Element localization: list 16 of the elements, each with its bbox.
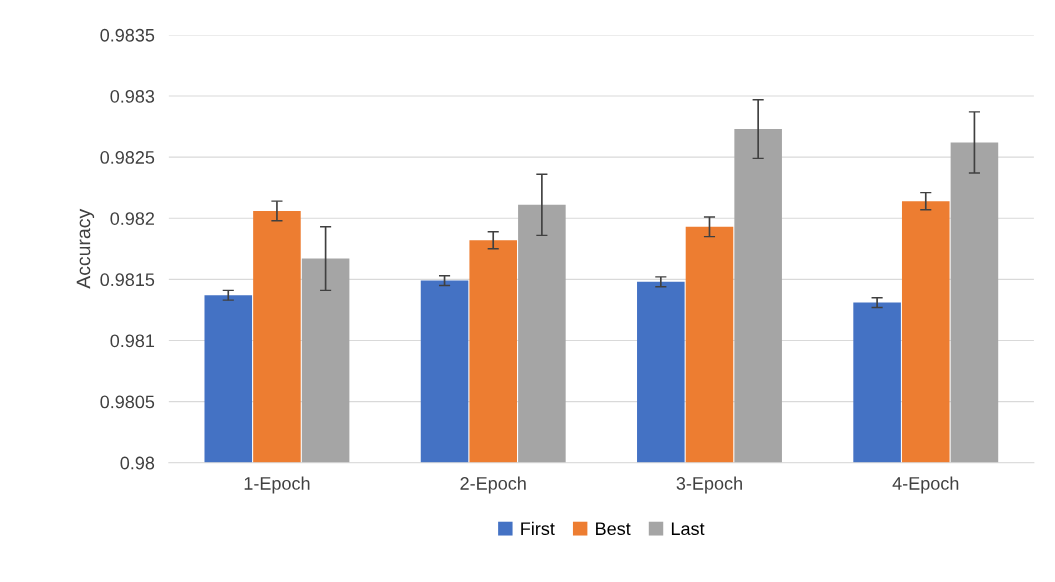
y-tick-label: 0.982: [110, 212, 155, 225]
x-tick-label: 4-Epoch: [892, 476, 959, 494]
y-tick-label: 0.98: [120, 456, 155, 470]
legend-label: First: [521, 521, 555, 536]
x-tick-label: 2-Epoch: [460, 476, 526, 494]
x-tick-label: 1-Epoch: [244, 476, 310, 494]
y-tick-label: 0.9835: [100, 28, 155, 42]
y-tick-label: 0.983: [110, 89, 155, 103]
legend-label: Last: [671, 522, 705, 536]
y-tick-label: 0.981: [110, 334, 155, 348]
legend-label: Best: [596, 522, 631, 536]
y-tick-label: 0.9805: [100, 395, 155, 409]
y-axis-title: Accuracy: [76, 208, 95, 289]
y-tick-label: 0.9825: [100, 151, 155, 164]
x-tick-label: 3-Epoch: [676, 476, 742, 494]
y-tick-label: 0.9815: [100, 273, 155, 287]
